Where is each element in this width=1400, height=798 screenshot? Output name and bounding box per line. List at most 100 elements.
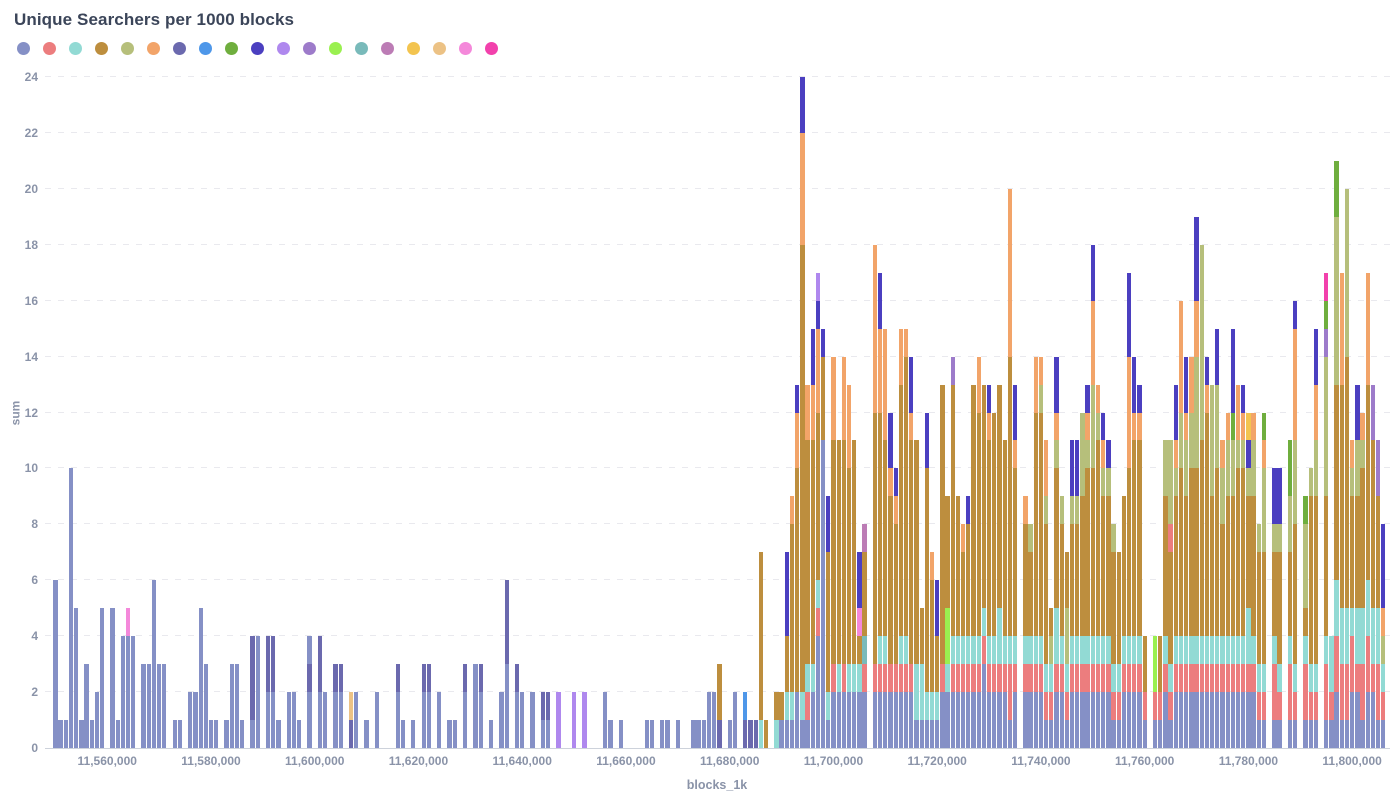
bar-segment-cyan[interactable] [976,636,981,665]
bar[interactable] [862,77,867,748]
bar-segment-gold[interactable] [1287,552,1293,637]
bar[interactable] [883,77,888,748]
bar-segment-salmon[interactable] [1168,692,1173,721]
bar-segment-orange[interactable] [1241,412,1246,441]
bar-segment-salmon[interactable] [981,636,987,665]
bar-segment-periwinkle[interactable] [1381,720,1386,748]
bar[interactable] [530,77,535,748]
bar-segment-gold[interactable] [1007,356,1012,637]
bar-segment-periwinkle[interactable] [157,664,162,748]
bar-segment-periwinkle[interactable] [940,692,945,748]
bar[interactable] [240,77,245,748]
bar-segment-sage[interactable] [1360,440,1365,469]
bar-segment-sage[interactable] [1334,216,1339,385]
bar-segment-gold[interactable] [1256,552,1261,665]
bar-segment-orange[interactable] [1235,384,1241,441]
bar[interactable] [1101,77,1106,748]
bar-segment-periwinkle[interactable] [878,692,883,748]
bar-segment-sage[interactable] [1106,468,1111,497]
bar-segment-green[interactable] [1324,300,1329,329]
bar-segment-periwinkle[interactable] [94,692,100,748]
bar-segment-salmon[interactable] [831,664,836,693]
bar[interactable] [276,77,281,748]
bar-segment-salmon[interactable] [1246,664,1251,693]
bar-segment-cyan[interactable] [1173,636,1178,665]
bar[interactable] [1324,77,1329,748]
bar-segment-cyan[interactable] [1069,636,1075,665]
bar-segment-salmon[interactable] [1287,664,1293,721]
bar-segment-cyan[interactable] [878,636,883,665]
bar-segment-periwinkle[interactable] [1126,692,1132,748]
bar-segment-indigo[interactable] [1277,468,1282,525]
bar-segment-sage[interactable] [1090,384,1095,469]
bar-segment-periwinkle[interactable] [1043,720,1049,748]
bar-segment-periwinkle[interactable] [224,720,229,748]
bar-segment-cyan[interactable] [1344,608,1350,665]
bar[interactable] [364,77,369,748]
bar-segment-periwinkle[interactable] [1235,692,1241,748]
bar-segment-sage[interactable] [1225,440,1230,497]
bar-segment-gold[interactable] [852,440,857,665]
bar-segment-purple[interactable] [1324,328,1329,357]
bar-segment-periwinkle[interactable] [846,692,852,748]
bar-segment-cyan[interactable] [935,692,940,721]
bar-segment-orange[interactable] [1090,300,1095,385]
bar[interactable] [753,77,758,748]
bar-segment-salmon[interactable] [1142,692,1147,721]
bar-segment-gold[interactable] [981,384,987,609]
bar-segment-yellow[interactable] [1246,412,1251,441]
bar[interactable] [193,77,198,748]
bar[interactable] [1313,77,1319,748]
bar-segment-gold[interactable] [1038,412,1044,637]
bar-segment-orange[interactable] [872,244,878,413]
bar-segment-slate[interactable] [421,664,426,693]
bar-segment-periwinkle[interactable] [826,720,831,748]
bar-segment-periwinkle[interactable] [862,692,867,748]
bar-segment-slate[interactable] [478,664,483,693]
bar-segment-gold[interactable] [1292,524,1298,665]
bar-segment-periwinkle[interactable] [675,720,681,748]
bar-segment-orange[interactable] [1381,608,1386,637]
bar-segment-salmon[interactable] [1152,692,1158,721]
bar-segment-periwinkle[interactable] [53,580,58,748]
bar-segment-salmon[interactable] [862,664,867,693]
bar[interactable] [1261,77,1267,748]
bar-segment-indigo[interactable] [966,496,971,525]
bar-segment-gold[interactable] [1075,524,1080,637]
bar-segment-cyan[interactable] [1277,664,1282,693]
bar-segment-periwinkle[interactable] [426,692,432,748]
bar[interactable] [307,77,312,748]
bar-segment-periwinkle[interactable] [1007,720,1012,748]
bar[interactable] [540,77,546,748]
bar-segment-cyan[interactable] [826,692,831,721]
bar[interactable] [1023,77,1028,748]
bar-segment-sage[interactable] [1277,524,1282,553]
bar-segment-orange[interactable] [976,356,981,413]
bar-segment-cyan[interactable] [981,608,987,637]
bar-segment-periwinkle[interactable] [1002,692,1007,748]
bar-segment-orange[interactable] [1189,356,1194,413]
bar[interactable] [660,77,665,748]
bar[interactable] [411,77,416,748]
bar-segment-periwinkle[interactable] [1116,720,1121,748]
bar-segment-orange[interactable] [1085,412,1090,441]
bar[interactable] [582,77,587,748]
bar-segment-orange[interactable] [1126,356,1132,469]
bar-segment-gold[interactable] [1002,440,1007,637]
bar-segment-orange[interactable] [1204,384,1210,413]
bar-segment-cyan[interactable] [1121,636,1127,665]
bar-segment-cyan[interactable] [852,664,857,693]
bar-segment-sage[interactable] [1324,356,1329,497]
bar-segment-salmon[interactable] [955,664,961,693]
bar-segment-periwinkle[interactable] [1308,720,1313,748]
bar-segment-orange[interactable] [1033,356,1038,413]
bar-segment-gold[interactable] [955,496,961,637]
bar-segment-periwinkle[interactable] [125,636,131,748]
bar-segment-sage[interactable] [1256,524,1261,553]
bar[interactable] [1215,77,1220,748]
bar[interactable] [1064,77,1070,748]
bar-segment-periwinkle[interactable] [888,692,893,748]
bar-segment-cyan[interactable] [966,636,971,665]
bar-segment-cyan[interactable] [784,692,789,721]
bar-segment-salmon[interactable] [1007,664,1012,721]
